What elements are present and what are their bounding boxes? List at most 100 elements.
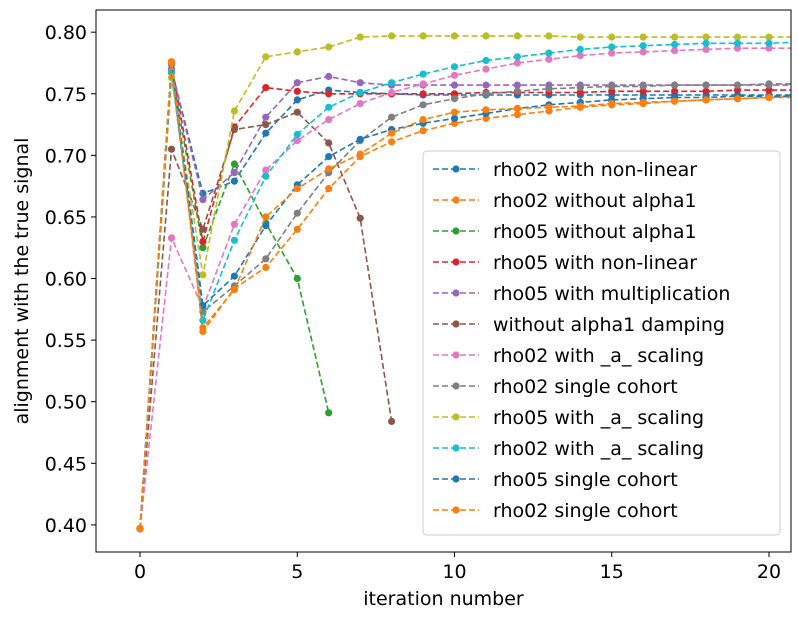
data-point xyxy=(199,271,207,279)
data-point xyxy=(293,225,301,233)
data-point xyxy=(230,236,238,244)
data-point xyxy=(419,32,427,40)
data-point xyxy=(671,47,679,55)
data-point xyxy=(388,129,396,137)
data-point xyxy=(702,33,710,41)
data-point xyxy=(733,39,742,47)
data-point xyxy=(262,84,270,92)
data-point xyxy=(608,82,616,90)
data-point xyxy=(325,165,333,173)
legend-marker xyxy=(452,227,460,235)
data-point xyxy=(545,103,553,111)
data-point xyxy=(608,49,616,57)
legend-label: without alpha1 damping xyxy=(493,314,725,336)
legend-marker xyxy=(452,165,460,173)
series-line xyxy=(139,35,791,529)
data-point xyxy=(325,43,333,51)
data-point xyxy=(293,87,301,95)
legend-label: rho05 with _a_ scaling xyxy=(493,407,704,429)
data-point xyxy=(419,70,427,78)
legend-label: rho02 single cohort xyxy=(493,376,678,398)
legend-entry: rho02 without alpha1 xyxy=(433,190,697,212)
data-point xyxy=(199,316,207,324)
y-tick-label: 0.45 xyxy=(45,453,87,475)
data-point xyxy=(262,166,270,174)
data-point xyxy=(450,71,459,79)
data-point xyxy=(450,63,459,71)
data-point xyxy=(199,324,207,332)
legend-label: rho02 with _a_ scaling xyxy=(493,438,704,460)
data-point xyxy=(262,263,270,271)
data-point xyxy=(576,102,584,110)
data-point xyxy=(576,84,584,92)
data-point xyxy=(576,45,584,54)
data-point xyxy=(230,286,238,294)
data-point xyxy=(230,160,238,168)
data-point xyxy=(230,107,238,115)
data-point xyxy=(671,33,679,41)
data-point xyxy=(262,222,270,230)
x-tick-label: 0 xyxy=(134,561,146,583)
series-line xyxy=(139,68,791,529)
legend-label: rho02 with _a_ scaling xyxy=(493,345,704,367)
y-tick-label: 0.60 xyxy=(45,269,87,291)
data-point xyxy=(356,135,364,143)
series-12 xyxy=(136,59,791,533)
data-point xyxy=(765,86,773,94)
legend-entry: rho02 with _a_ scaling xyxy=(433,438,704,460)
legend-entry: rho02 single cohort xyxy=(433,500,678,522)
data-point xyxy=(702,39,710,47)
data-point xyxy=(545,85,553,93)
x-tick-label: 15 xyxy=(600,561,624,583)
data-point xyxy=(576,52,584,60)
data-point xyxy=(671,40,679,49)
data-point xyxy=(733,86,742,94)
data-point xyxy=(199,225,207,233)
data-point xyxy=(388,138,396,146)
data-point xyxy=(639,82,647,90)
series-line xyxy=(139,41,791,529)
legend-entry: rho05 with non-linear xyxy=(433,252,697,274)
legend-label: rho05 with multiplication xyxy=(493,283,730,305)
data-point xyxy=(450,81,459,89)
data-point xyxy=(293,108,301,116)
data-point xyxy=(293,79,301,87)
data-point xyxy=(482,81,490,89)
y-tick-label: 0.55 xyxy=(45,330,87,352)
legend-box xyxy=(422,150,781,536)
data-point xyxy=(513,32,522,40)
legend-label: rho02 with non-linear xyxy=(493,159,697,181)
data-point xyxy=(230,177,238,185)
data-point xyxy=(733,95,742,103)
data-point xyxy=(293,185,301,193)
data-point xyxy=(450,95,459,103)
legend-entry: rho02 with non-linear xyxy=(433,159,697,181)
data-point xyxy=(293,96,301,104)
data-point xyxy=(325,153,333,161)
data-point xyxy=(293,209,301,217)
data-point xyxy=(325,185,333,193)
data-point xyxy=(671,81,679,89)
legend-label: rho02 without alpha1 xyxy=(493,190,697,212)
data-point xyxy=(450,114,459,122)
data-point xyxy=(702,45,710,54)
series-line xyxy=(139,62,791,529)
legend-marker xyxy=(452,382,460,390)
series-line xyxy=(139,72,791,529)
y-tick-label: 0.65 xyxy=(45,207,87,229)
data-point xyxy=(639,42,647,50)
data-point xyxy=(513,104,522,113)
y-tick-label: 0.80 xyxy=(45,22,87,44)
x-axis-label: iteration number xyxy=(363,588,524,610)
data-point xyxy=(733,81,742,89)
data-point xyxy=(388,113,396,121)
data-point xyxy=(733,33,742,41)
data-point xyxy=(325,409,333,417)
data-point xyxy=(356,79,364,87)
data-point xyxy=(419,101,427,109)
data-point xyxy=(293,137,301,145)
data-point xyxy=(450,32,459,40)
legend-label: rho02 single cohort xyxy=(493,500,678,522)
x-tick-label: 5 xyxy=(291,561,303,583)
data-point xyxy=(356,150,364,158)
